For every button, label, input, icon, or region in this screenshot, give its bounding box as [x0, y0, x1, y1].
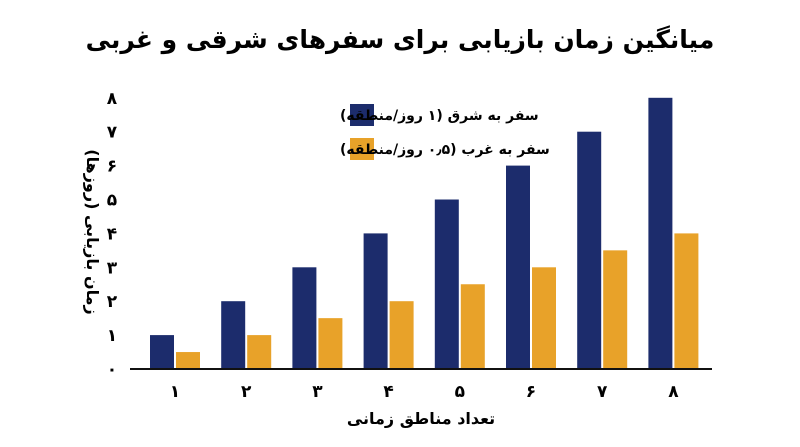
y-tick-label: ۰ — [107, 360, 117, 380]
x-tick-label: ۴ — [383, 382, 393, 402]
bar-west-7 — [603, 250, 628, 369]
y-tick-label: ۵ — [107, 191, 117, 211]
chart-title: میانگین زمان بازیابی برای سفرهای شرقی و … — [86, 25, 715, 55]
y-axis-title: زمان بازیابی (روزها) — [83, 149, 102, 314]
legend-label-west: سفر به غرب (۰٫۵ روز/منطقه) — [340, 142, 550, 158]
legend-swatch-west — [350, 138, 374, 160]
legend-label-east: سفر به شرق (۱ روز/منطقه) — [340, 108, 539, 124]
x-tick-label: ۲ — [241, 382, 252, 402]
x-tick-label: ۶ — [526, 382, 536, 402]
bar-east-6 — [506, 165, 530, 369]
bar-west-6 — [532, 267, 556, 369]
y-tick-label: ۴ — [107, 224, 117, 244]
y-tick-label: ۲ — [107, 292, 118, 312]
bar-east-7 — [577, 131, 602, 369]
y-axis-ticks: ۰ ۱ ۲ ۳ ۴ ۵ ۶ ۷ ۸ — [107, 89, 118, 380]
bar-west-1 — [176, 352, 200, 369]
bar-west-4 — [389, 301, 414, 369]
y-tick-label: ۸ — [107, 89, 118, 109]
bar-east-8 — [648, 97, 673, 370]
y-tick-label: ۳ — [107, 258, 118, 278]
x-tick-label: ۸ — [668, 382, 679, 402]
y-tick-label: ۶ — [107, 157, 117, 177]
y-tick-label: ۱ — [107, 326, 117, 346]
bars-group — [150, 97, 699, 370]
bar-east-2 — [221, 301, 246, 369]
bar-east-5 — [434, 199, 459, 369]
x-axis-title: تعداد مناطق زمانی — [347, 409, 495, 428]
x-tick-label: ۳ — [312, 382, 323, 402]
x-tick-label: ۷ — [597, 382, 608, 402]
x-tick-label: ۵ — [455, 382, 465, 402]
bar-east-4 — [363, 233, 388, 369]
legend-swatch-east — [350, 104, 374, 126]
bar-west-3 — [318, 318, 343, 369]
x-tick-label: ۱ — [170, 382, 180, 402]
bar-west-5 — [460, 284, 485, 369]
bar-west-8 — [674, 233, 699, 369]
bar-east-3 — [292, 267, 317, 369]
x-axis-ticks: ۱ ۲ ۳ ۴ ۵ ۶ ۷ ۸ — [170, 382, 679, 402]
legend: سفر به شرق (۱ روز/منطقه) سفر به غرب (۰٫۵ … — [340, 104, 550, 160]
bar-west-2 — [247, 335, 272, 369]
bar-east-1 — [150, 335, 174, 369]
y-tick-label: ۷ — [107, 123, 118, 143]
